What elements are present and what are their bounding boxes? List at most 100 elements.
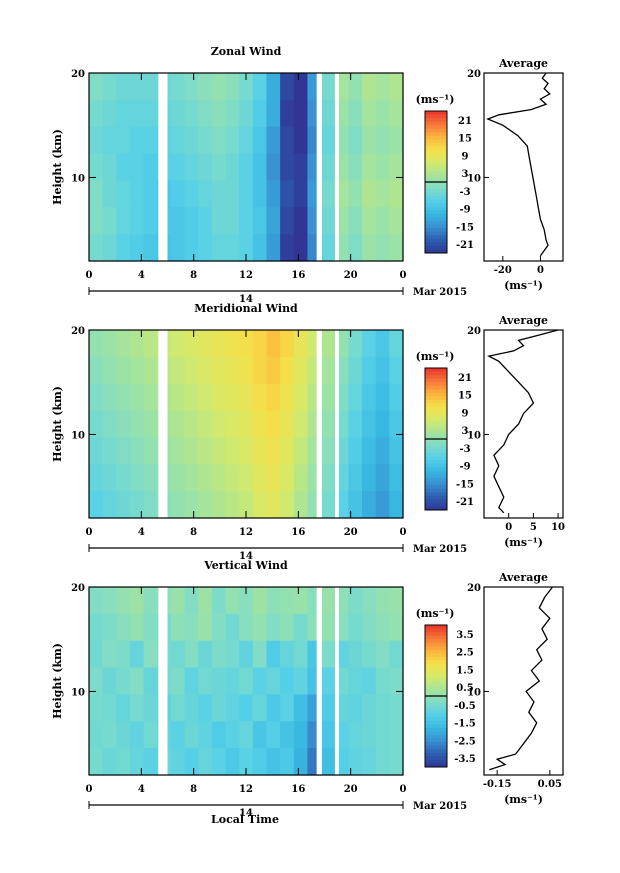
heatmap-cell [252,153,268,182]
colorbar-segment [425,685,447,690]
colorbar-segment [425,424,447,429]
heatmap-cell [321,587,336,615]
data-gap [316,73,322,261]
heatmap-cell [293,410,309,439]
heatmap-cell [321,613,336,642]
heatmap-cell [89,613,104,642]
data-gap [334,330,339,518]
heatmap-cell [321,640,336,669]
profile-x-tick-label: 5 [530,522,537,533]
heatmap-cell [389,748,404,776]
heatmap-cell [143,640,158,669]
heatmap-cell [102,410,117,439]
heatmap-cell [389,587,404,615]
colorbar-segment [425,125,447,130]
colorbar-segment [425,738,447,743]
heatmap-cell [225,694,240,722]
heatmap-cell [184,410,199,439]
colorbar-segment [425,385,447,390]
colorbar-segment [425,649,447,654]
colorbar-segment [425,625,447,630]
heatmap-cell [225,464,240,492]
heatmap-cell [198,613,213,642]
heatmap-cell [362,180,377,208]
heatmap-cell [198,356,213,385]
heatmap-cell [348,748,363,776]
colorbar-segment [425,499,447,504]
heatmap-cell [116,383,131,412]
heatmap-cell [116,694,131,722]
heatmap-cell [89,694,104,722]
heatmap-cell [266,587,281,615]
heatmap-cell [321,153,336,182]
heatmap-cell [252,464,268,492]
x-tick-label: 12 [239,527,253,538]
colorbar-segment [425,699,447,704]
colorbar-segment [425,656,447,661]
heatmap-cell [225,207,240,235]
heatmap-cell [143,613,158,642]
heatmap-cell [170,410,186,439]
heatmap-cell [89,234,104,262]
colorbar-segment [425,153,447,158]
heatmap-cell [184,464,199,492]
heatmap-cell [266,491,281,519]
colorbar-segment [425,111,447,116]
colorbar-segment [425,463,447,468]
heatmap-cell [198,667,213,696]
heatmap-cell [211,464,227,492]
profile-y-tick-label: 20 [467,326,481,337]
zonal-wind-panel: Zonal Wind 0 4 8 12 16 20 0 20 10 Height (km) 14 Mar… [51,45,564,305]
heatmap-cell [375,234,390,262]
colorbar-segment [425,399,447,404]
heatmap-cell [252,587,268,615]
colorbar-tick-label: -15 [456,479,474,490]
heatmap-cell [375,437,390,465]
heatmap-cell [348,234,363,262]
x-tick-label: 16 [291,270,305,281]
panel-title: Zonal Wind [211,45,282,58]
heatmap-cell [211,694,227,722]
heatmap-cell [348,667,363,696]
heatmap-cell [348,180,363,208]
heatmap-cell [293,99,309,128]
heatmap-cell [89,126,104,155]
heatmap-cell [102,721,117,749]
heatmap-cell [348,694,363,722]
colorbar-segment [425,474,447,479]
heatmap-cell [239,667,254,696]
colorbar-segment [425,407,447,412]
heatmap-cell [129,491,145,519]
colorbar-segment [425,160,447,165]
heatmap-cell [89,491,104,519]
colorbar-segment [425,231,447,236]
heatmap-cell [170,694,186,722]
heatmap-cell [362,234,377,262]
x-tick-label: 0 [400,270,407,281]
colorbar-segment [425,235,447,240]
heatmap-cell [102,356,117,385]
heatmap-cell [143,667,158,696]
heatmap-cell [321,694,336,722]
colorbar-segment [425,642,447,647]
heatmap-cell [375,99,390,128]
heatmap-cell [198,126,213,155]
heatmap-cell [143,153,158,182]
heatmap-cell [321,73,336,101]
heatmap-cell [211,207,227,235]
heatmap-cell [170,667,186,696]
heatmap-cell [266,464,281,492]
colorbar-segment [425,713,447,718]
heatmap-cell [293,207,309,235]
heatmap-cell [280,383,295,412]
heatmap-cell [266,126,281,155]
heatmap-cell [129,587,145,615]
heatmap-cell [211,613,227,642]
heatmap-cell [129,640,145,669]
colorbar-segment [425,731,447,736]
heatmap-cell [225,410,240,439]
heatmap-cell [239,587,254,615]
colorbar-segment [425,646,447,651]
heatmap-cell [116,126,131,155]
